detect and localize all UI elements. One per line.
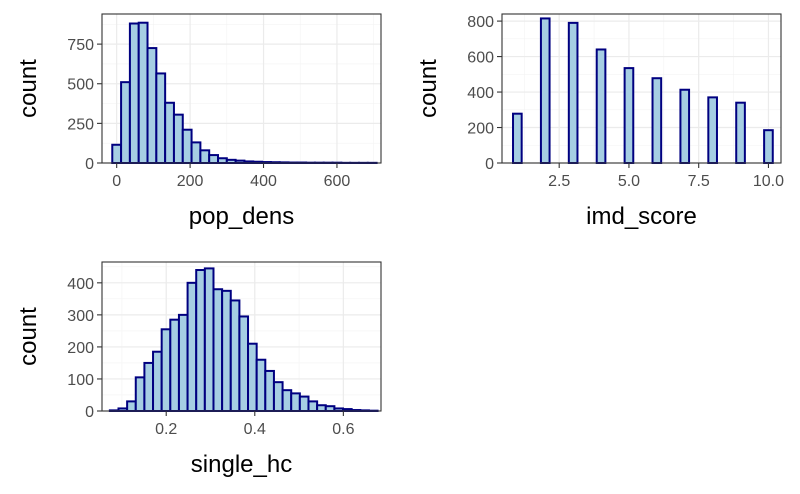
single-hc-bar [229,299,241,412]
pop-dens-y-tick-label: 0 [85,156,94,173]
imd-score-bar [539,17,551,164]
imd-score-x-axis-title: imd_score [586,203,697,230]
imd-score-bar [679,88,691,164]
imd-score-x-tick-label: 2.5 [548,173,570,190]
imd-score-bar [735,101,746,164]
single-hc-bar [255,358,267,412]
pop-dens-x-axis-title: pop_dens [189,203,294,230]
pop-dens-bar [217,157,228,164]
single-hc-bar [186,281,198,412]
imd-score-bar [707,96,718,164]
single-hc-bar [195,269,206,412]
imd-score-x-tick-label: 10.0 [753,173,784,190]
imd-score-panel-border [501,13,782,164]
imd-score-bar [623,67,635,164]
imd-score-bar [567,21,579,164]
single-hc-bar [264,369,275,412]
single-hc-x-tick-label: 0.2 [155,421,177,438]
imd-score-bar [595,48,607,164]
pop-dens-bar [155,72,167,164]
pop-dens-x-tick-label: 0 [112,173,121,190]
pop-dens-bar [199,149,211,165]
single-hc-x-tick-label: 0.6 [332,421,354,438]
single-hc-bar [126,400,137,412]
single-hc-bar [247,342,258,413]
single-hc-panel-border [101,261,382,412]
pop-dens-bar [208,154,220,164]
pop-dens-x-tick-label: 400 [250,173,277,190]
single-hc-y-tick-label: 0 [85,404,94,421]
imd-score-y-tick-label: 800 [467,14,494,31]
imd-score-y-tick-label: 200 [467,121,494,138]
pop-dens-bar [181,128,193,165]
single-hc-bar [316,404,327,413]
pop-dens-bar [128,22,140,165]
pop-dens-bar [111,143,123,164]
single-hc-bar [298,395,310,413]
single-hc-y-tick-label: 300 [67,308,94,325]
pop-dens-bar [137,21,149,165]
pop-dens-bar [172,113,184,165]
single-hc-x-axis-title: single_hc [191,451,292,478]
pop-dens-bar [120,81,131,164]
imd-score-x-tick-label: 5.0 [618,173,640,190]
single-hc-bar [307,400,319,412]
single-hc-y-tick-label: 200 [67,340,94,357]
single-hc-bar [177,313,189,413]
single-hc-bar [212,288,224,413]
imd-score-y-tick-label: 400 [467,85,494,102]
single-hc-bar [169,318,180,413]
single-hc-y-tick-label: 400 [67,276,94,293]
single-hc-histogram-panel: 0.2 0.4 0.6 0 100 200 300 400 single_hc count [15,261,382,478]
pop-dens-y-axis-title: count [15,59,42,118]
single-hc-y-tick-label: 100 [67,372,94,389]
imd-score-y-tick-label: 600 [467,50,494,67]
single-hc-bar [221,289,232,413]
imd-score-histogram-panel: 2.5 5.0 7.5 10.0 0 200 400 600 800 imd_score count [415,13,784,230]
pop-dens-y-tick-label: 500 [67,77,94,94]
single-hc-bar [143,361,155,413]
single-hc-bar [238,315,250,412]
pop-dens-x-tick-label: 600 [324,173,351,190]
imd-score-bar [512,112,523,164]
pop-dens-histogram-panel: 0 200 400 600 0 250 500 750 pop_dens count [15,13,382,230]
pop-dens-y-tick-label: 250 [67,116,94,133]
pop-dens-y-tick-label: 750 [67,37,94,54]
single-hc-bar [152,350,163,412]
imd-score-x-tick-label: 7.5 [688,173,710,190]
single-hc-bar [203,267,215,412]
single-hc-x-tick-label: 0.4 [244,421,266,438]
pop-dens-x-tick-label: 200 [177,173,204,190]
imd-score-y-tick-label: 0 [485,156,494,173]
single-hc-bar [134,376,146,412]
single-hc-bar [272,381,284,412]
pop-dens-bar [190,141,202,164]
pop-dens-bar [164,101,175,165]
pop-dens-bar [146,47,158,164]
pop-dens-panel-border [101,13,382,164]
single-hc-bar [160,328,172,412]
imd-score-bar [651,77,663,164]
imd-score-bar [763,129,774,164]
single-hc-bar [324,405,336,412]
single-hc-bar [290,392,301,412]
single-hc-bar [281,389,293,413]
single-hc-y-axis-title: count [15,307,42,366]
imd-score-y-axis-title: count [415,59,442,118]
